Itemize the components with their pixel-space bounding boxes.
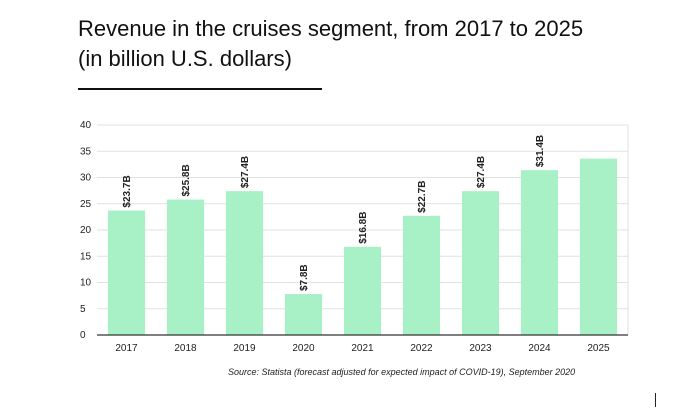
x-tick-label-2020: 2020 (292, 343, 315, 354)
chart-title-line-1: Revenue in the cruises segment, from 201… (78, 16, 584, 41)
title-underline (78, 88, 322, 90)
y-tick-label-35: 35 (80, 146, 92, 157)
data-label-2024: $31.4B (535, 135, 546, 167)
y-tick-label-0: 0 (80, 330, 86, 341)
source-note: Source: Statista (forecast adjusted for … (228, 367, 576, 377)
bar-2025 (579, 158, 618, 335)
x-tick-label-2019: 2019 (233, 343, 256, 354)
data-label-2021: $16.8B (358, 212, 369, 244)
x-tick-label-2017: 2017 (115, 343, 138, 354)
x-tick-label-2023: 2023 (469, 343, 492, 354)
bar-2024 (520, 170, 559, 335)
data-label-2020: $7.8B (299, 264, 310, 291)
y-tick-label-25: 25 (80, 199, 92, 210)
y-tick-label-15: 15 (80, 251, 92, 262)
x-tick-label-2018: 2018 (174, 343, 197, 354)
data-label-2017: $23.7B (122, 175, 133, 207)
y-tick-label-30: 30 (80, 173, 92, 184)
bar-2022 (402, 215, 441, 335)
x-tick-label-2021: 2021 (351, 343, 374, 354)
y-tick-label-10: 10 (80, 278, 92, 289)
data-label-2022: $22.7B (417, 181, 428, 213)
bar-2019 (225, 191, 264, 335)
x-tick-label-2022: 2022 (410, 343, 433, 354)
chart-title-line-2: (in billion U.S. dollars) (78, 46, 292, 71)
bar-2021 (343, 246, 382, 335)
bar-2020 (284, 294, 323, 335)
chart-title: Revenue in the cruises segment, from 201… (78, 14, 658, 74)
data-label-2023: $27.4B (476, 156, 487, 188)
bar-2017 (107, 210, 146, 335)
data-label-2018: $25.8B (181, 164, 192, 196)
x-tick-label-2025: 2025 (587, 343, 610, 354)
y-tick-label-5: 5 (80, 304, 86, 315)
bar-2018 (166, 199, 205, 335)
x-tick-label-2024: 2024 (528, 343, 551, 354)
y-tick-label-40: 40 (80, 120, 92, 131)
data-label-2019: $27.4B (240, 156, 251, 188)
y-tick-label-20: 20 (80, 225, 92, 236)
text-cursor (655, 393, 656, 407)
bar-2023 (461, 191, 500, 335)
